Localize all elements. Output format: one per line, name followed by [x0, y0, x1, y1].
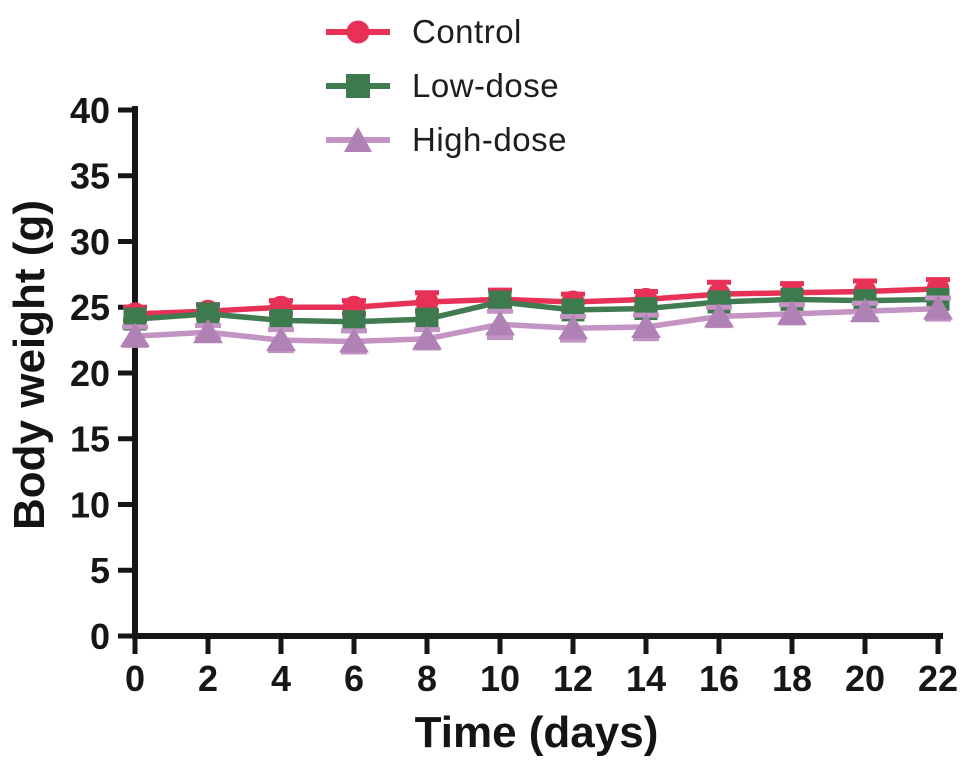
x-tick-label: 2: [198, 658, 218, 699]
series-line: [134, 296, 939, 325]
data-point-marker: [485, 310, 515, 336]
control-circle-icon: [326, 20, 390, 44]
legend: Control Low-dose High-dose: [326, 10, 567, 162]
data-point-marker: [631, 313, 661, 338]
y-tick-label: 25: [70, 287, 110, 328]
series-line: [134, 286, 939, 317]
series-high-dose: [120, 295, 953, 355]
y-tick-label: 5: [90, 550, 110, 591]
legend-label-low-dose: Low-dose: [412, 67, 560, 104]
x-tick-label: 12: [553, 658, 593, 699]
y-tick-label: 15: [70, 419, 110, 460]
y-tick-label: 35: [70, 156, 110, 197]
legend-label-control: Control: [412, 13, 522, 50]
x-tick-label: 8: [417, 658, 437, 699]
data-point-marker: [850, 297, 880, 323]
data-point-marker: [558, 314, 588, 340]
data-point-marker: [415, 307, 439, 331]
x-tick-label: 4: [271, 658, 291, 699]
y-axis: 0 5 10 15 20 25 30 35 40: [70, 90, 138, 657]
x-tick-label: 16: [699, 658, 739, 699]
x-tick-label: 0: [125, 658, 145, 699]
data-point-marker: [266, 326, 296, 352]
x-tick-label: 18: [772, 658, 812, 699]
data-point-marker: [339, 327, 369, 353]
legend-marker: [344, 127, 372, 152]
legend-item-high-dose: High-dose: [326, 118, 567, 162]
low-dose-square-icon: [326, 74, 390, 98]
data-point-marker: [412, 325, 442, 350]
data-point-marker: [704, 302, 734, 328]
y-tick-label: 30: [70, 221, 110, 262]
y-tick-label: 40: [70, 90, 110, 131]
y-axis-title: Body weight (g): [5, 200, 54, 530]
y-tick-label: 0: [90, 616, 110, 657]
x-tick-label: 6: [344, 658, 364, 699]
series-line: [134, 305, 939, 345]
legend-marker: [346, 20, 370, 44]
x-tick-label: 20: [845, 658, 885, 699]
y-tick-label: 10: [70, 484, 110, 525]
series-low-dose: [123, 287, 950, 334]
data-point-marker: [923, 295, 953, 320]
x-tick-label: 14: [626, 658, 666, 699]
legend-item-control: Control: [326, 10, 567, 54]
x-axis: 0 2 4 6 8 10 12 14 16 18 20 22: [125, 633, 958, 699]
data-point-marker: [196, 302, 220, 326]
y-tick-label: 20: [70, 353, 110, 394]
data-point-marker: [488, 290, 512, 314]
data-point-marker: [193, 318, 223, 344]
data-point-marker: [120, 322, 150, 348]
data-point-marker: [269, 308, 293, 332]
high-dose-triangle-icon: [326, 127, 390, 152]
legend-item-low-dose: Low-dose: [326, 64, 567, 108]
x-tick-label: 22: [918, 658, 958, 699]
data-point-marker: [342, 310, 366, 334]
legend-label-high-dose: High-dose: [412, 121, 567, 158]
legend-marker: [346, 74, 370, 98]
x-tick-label: 10: [480, 658, 520, 699]
data-point-marker: [777, 300, 807, 325]
x-axis-title: Time (days): [414, 708, 659, 757]
